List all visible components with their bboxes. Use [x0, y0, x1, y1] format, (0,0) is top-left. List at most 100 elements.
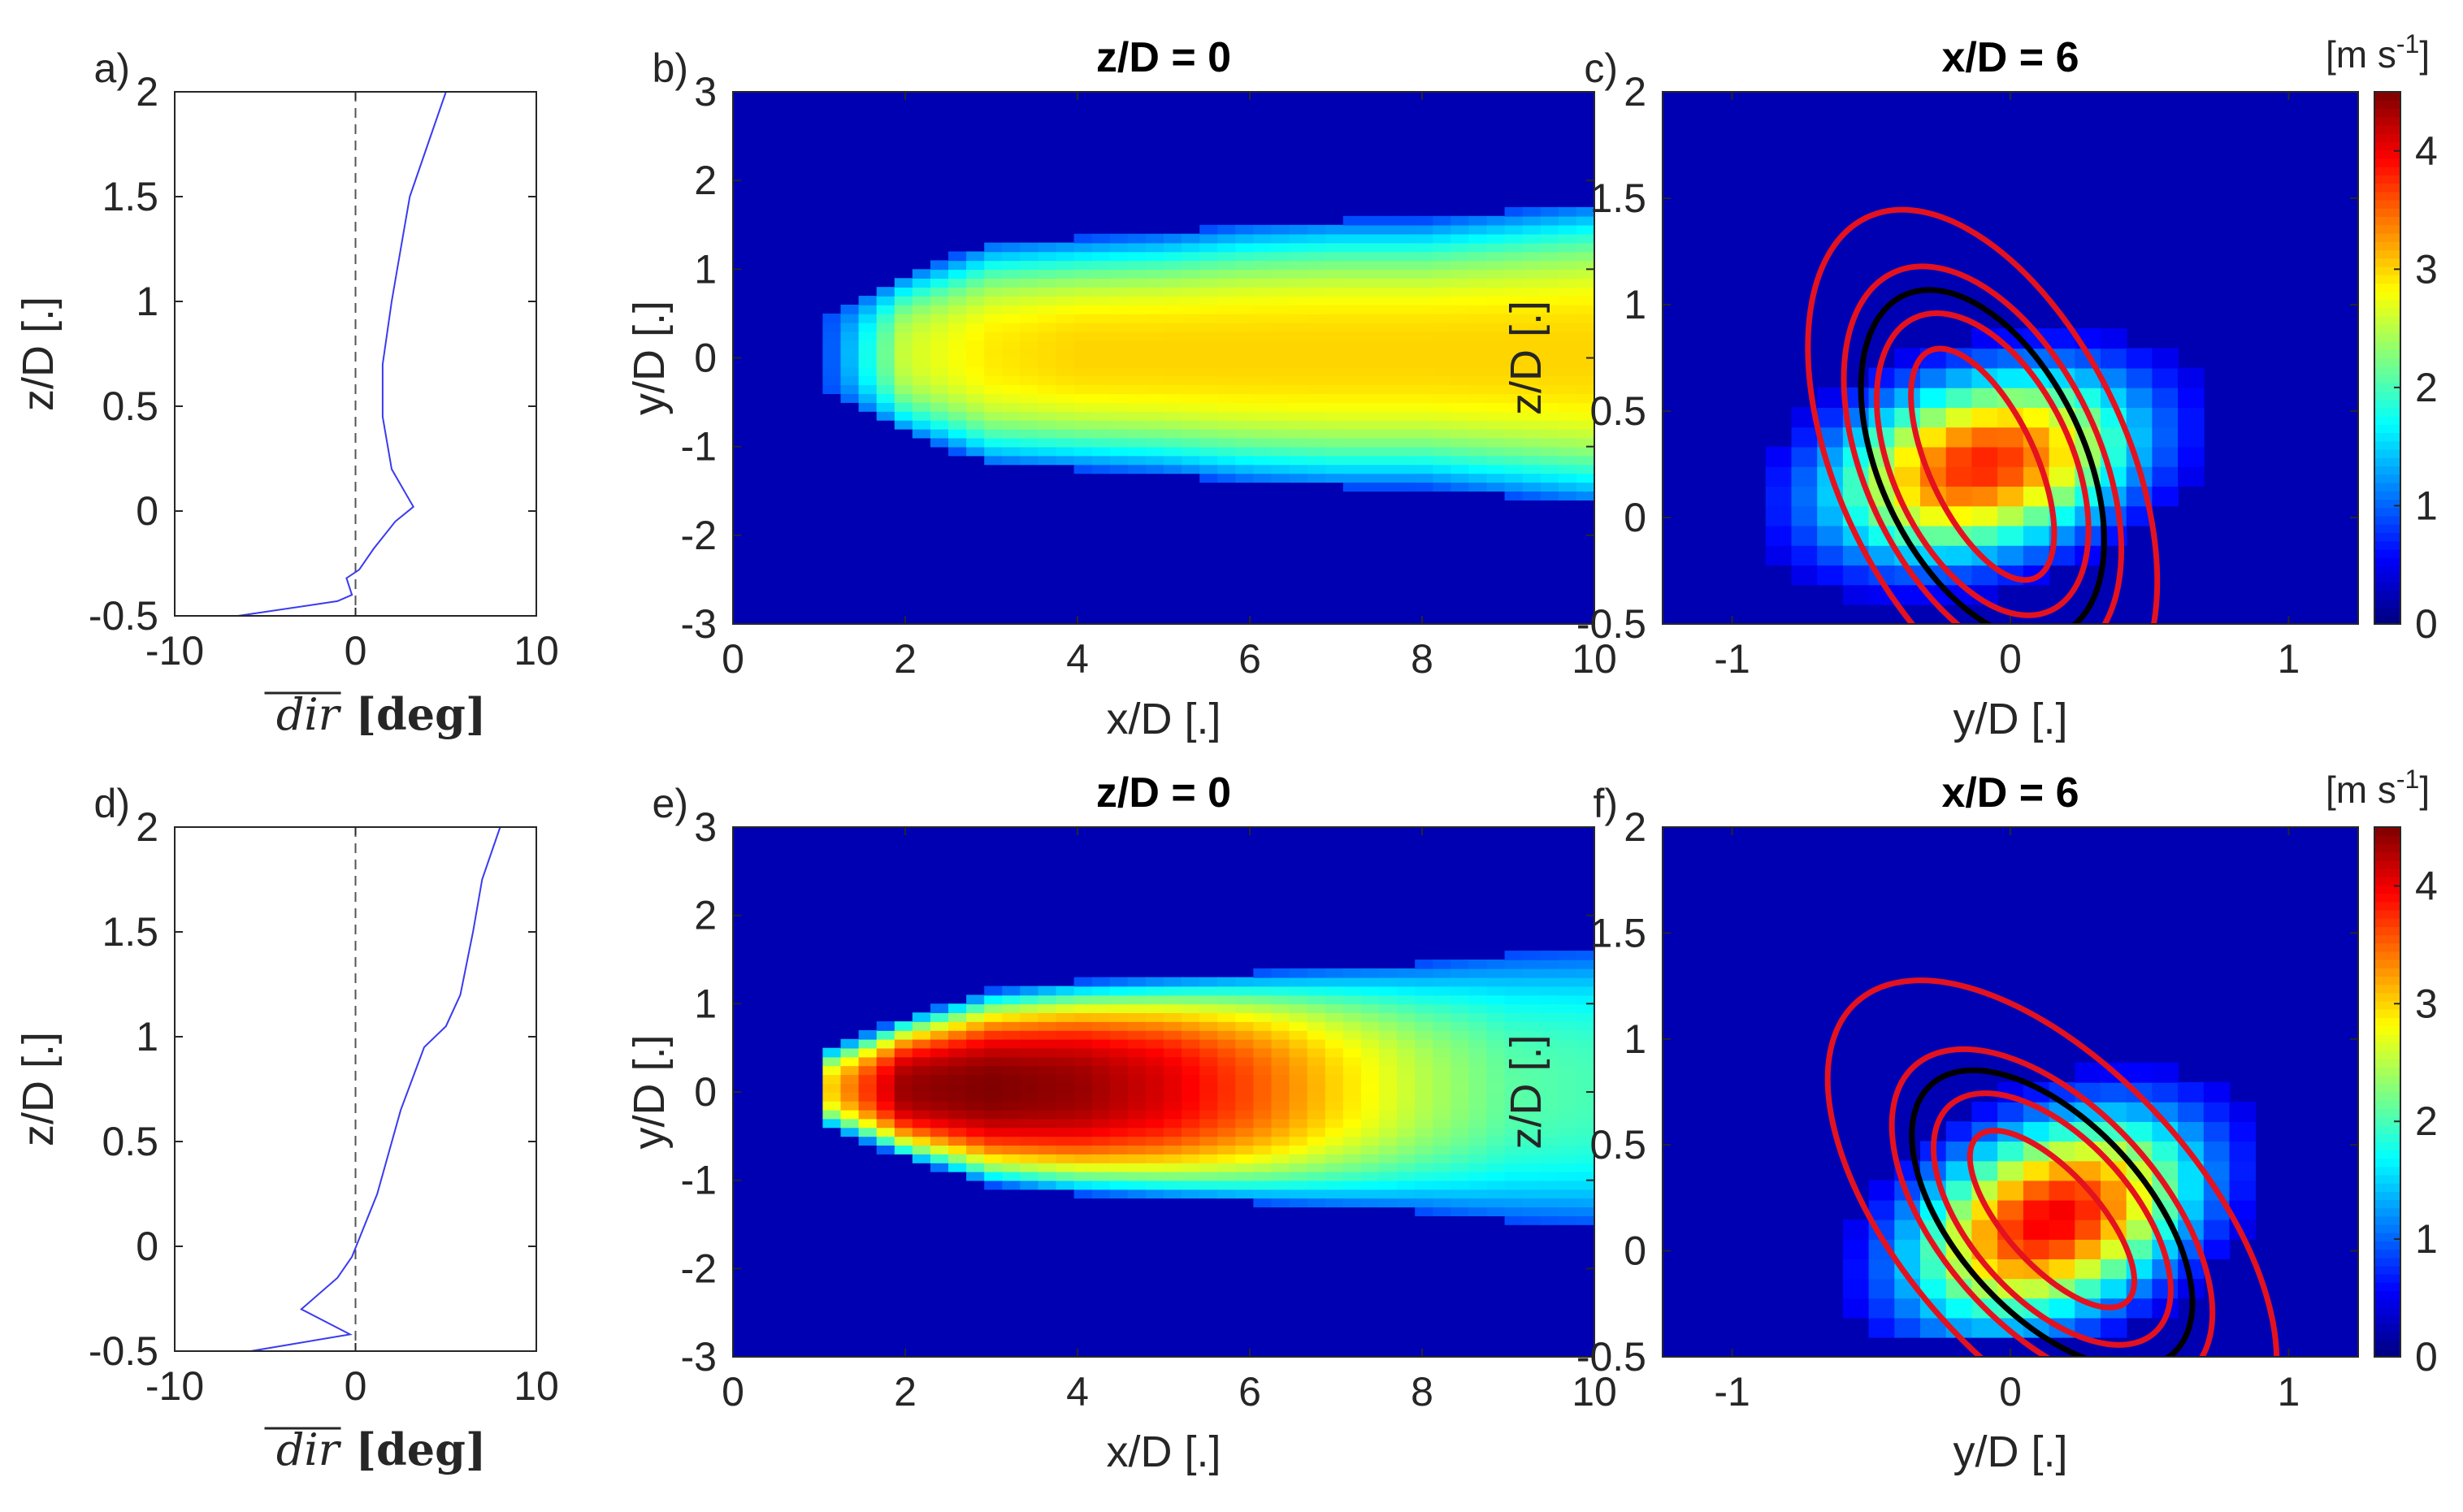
heatmap-cell [1360, 437, 1380, 448]
heatmap-cell [894, 1136, 913, 1146]
y-tick-label: 1 [694, 246, 717, 292]
heatmap-cell [1450, 1021, 1470, 1031]
heatmap-cell [1450, 357, 1470, 368]
heatmap-cell [876, 402, 895, 412]
heatmap-cell [1289, 473, 1308, 483]
colorbar-segment [2374, 1000, 2400, 1010]
heatmap-cell [1486, 1038, 1506, 1049]
heatmap-cell [1109, 1127, 1129, 1137]
heatmap-cell [1342, 322, 1362, 332]
heatmap-cell [2075, 1278, 2101, 1299]
heatmap-cell [1504, 1198, 1524, 1208]
heatmap-cell [1217, 1171, 1237, 1181]
heatmap-cell [1199, 233, 1219, 244]
heatmap-cell [1504, 384, 1524, 394]
colorbar-segment [2374, 275, 2400, 284]
heatmap-cell [1289, 402, 1308, 412]
heatmap-cell [1307, 1136, 1326, 1146]
heatmap-cell [1468, 1021, 1488, 1031]
colorbar-tick-label: 4 [2415, 863, 2438, 908]
heatmap-cell [1468, 1136, 1488, 1146]
heatmap-cell [1576, 1171, 1595, 1181]
heatmap-cell [1127, 464, 1147, 474]
heatmap-cell [1091, 428, 1111, 439]
heatmap-cell [1235, 242, 1255, 253]
heatmap-cell [1433, 1127, 1452, 1137]
heatmap-cell [1817, 387, 1844, 408]
heatmap-cell [1522, 233, 1542, 244]
heatmap-cell [966, 1083, 985, 1093]
heatmap-cell [1486, 349, 1506, 359]
y-tick-label: -2 [681, 1246, 717, 1291]
heatmap-cell [1540, 1083, 1559, 1093]
heatmap-cell [1199, 455, 1219, 466]
heatmap-cell [1360, 1038, 1380, 1049]
heatmap-cell [1271, 402, 1290, 412]
heatmap-cell [1450, 287, 1470, 297]
heatmap-cell [1235, 233, 1255, 244]
heatmap-cell [1253, 1083, 1273, 1093]
heatmap-cell [1002, 994, 1021, 1005]
heatmap-cell [1091, 322, 1111, 332]
heatmap-cell [1504, 1074, 1524, 1084]
heatmap-cell [1235, 260, 1255, 271]
heatmap-cell [1145, 1145, 1164, 1155]
heatmap-cell [1020, 428, 1039, 439]
heatmap-cell [1504, 994, 1524, 1005]
colorbar-segment [2374, 918, 2400, 927]
heatmap-cell [1127, 1154, 1147, 1163]
heatmap-cell [1038, 994, 1057, 1005]
heatmap-cell [1522, 375, 1542, 385]
heatmap-cell [1360, 322, 1380, 332]
heatmap-cell [1468, 215, 1488, 226]
contour-line [1930, 1090, 2174, 1348]
heatmap-cell [1397, 278, 1416, 288]
heatmap-cell [1217, 322, 1237, 332]
colorbar-segment [2374, 324, 2400, 334]
heatmap-cell [894, 278, 913, 288]
heatmap-cell [1127, 349, 1147, 359]
heatmap-cell [1415, 375, 1434, 385]
heatmap-cell [1289, 305, 1308, 314]
heatmap-cell [1056, 402, 1075, 412]
heatmap-cell [1164, 464, 1182, 474]
heatmap-cell [1433, 242, 1452, 253]
heatmap-cell [1540, 260, 1559, 271]
heatmap-cell [894, 1056, 913, 1067]
heatmap-cell [1504, 1029, 1524, 1040]
heatmap-cell [1145, 278, 1164, 288]
heatmap-cell [1109, 375, 1129, 385]
heatmap-cell [1182, 384, 1200, 394]
heatmap-cell [1002, 1092, 1021, 1102]
heatmap-cell [1145, 349, 1164, 359]
heatmap-cell [1325, 313, 1344, 323]
heatmap-cell [2075, 1220, 2101, 1240]
heatmap-cell [1235, 224, 1255, 235]
x-tick-label: 6 [1238, 1369, 1261, 1415]
heatmap-cell [1091, 375, 1111, 385]
heatmap-cell [1540, 375, 1559, 385]
heatmap-cell [1415, 1109, 1434, 1120]
heatmap-cell [840, 1109, 860, 1120]
heatmap-cell [1217, 402, 1237, 412]
heatmap-cell [1145, 251, 1164, 262]
heatmap-cell [1307, 419, 1326, 430]
heatmap-cell [984, 1171, 1004, 1181]
heatmap-cell [894, 1083, 913, 1093]
heatmap-cell [2178, 466, 2205, 487]
heatmap-cell [1504, 446, 1524, 457]
heatmap-cell [1271, 1003, 1290, 1013]
heatmap-cell [1325, 411, 1344, 421]
heatmap-cell [876, 296, 895, 305]
heatmap-cell [1271, 1180, 1290, 1190]
heatmap-cell [1289, 384, 1308, 394]
heatmap-cell [1289, 278, 1308, 288]
heatmap-cell [1253, 968, 1273, 978]
heatmap-cell [1182, 313, 1200, 323]
colorbar-segment [2374, 1224, 2400, 1233]
heatmap-cell [1145, 1065, 1164, 1076]
heatmap-cell [1038, 313, 1057, 323]
heatmap-cell [858, 331, 878, 341]
heatmap-cell [1253, 455, 1273, 466]
